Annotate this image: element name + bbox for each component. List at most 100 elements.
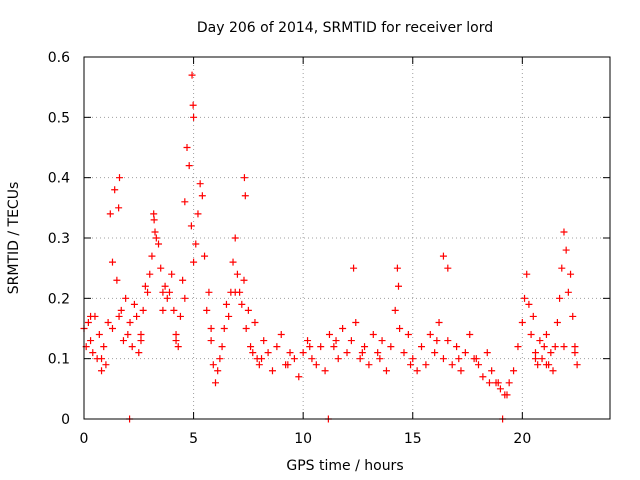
data-point — [347, 337, 355, 345]
x-axis-label: GPS time / hours — [286, 458, 403, 474]
data-point — [231, 234, 239, 242]
data-point — [369, 331, 377, 339]
data-point — [494, 379, 502, 387]
data-point — [472, 355, 480, 363]
data-point — [306, 343, 314, 351]
data-point — [518, 318, 526, 326]
data-point — [475, 361, 482, 369]
data-point — [325, 331, 333, 339]
data-point — [376, 355, 384, 363]
data-point — [116, 174, 124, 182]
data-point — [87, 337, 95, 345]
data-point — [393, 264, 401, 272]
data-point — [220, 325, 228, 332]
data-point — [155, 240, 163, 248]
x-tick-label: 10 — [294, 431, 312, 447]
data-point — [400, 349, 408, 357]
data-point — [185, 162, 193, 170]
data-point — [151, 228, 159, 236]
data-point — [194, 210, 202, 218]
data-point — [139, 306, 147, 314]
data-point — [332, 337, 340, 345]
data-point — [273, 343, 281, 351]
data-point — [350, 264, 358, 272]
data-point — [358, 349, 366, 357]
y-tick-label: 0.2 — [48, 291, 70, 307]
data-point — [382, 367, 390, 375]
data-point — [453, 343, 461, 351]
data-point — [203, 306, 211, 314]
data-point — [334, 355, 342, 363]
axis-ticks: 0 0.1 0.2 0.3 0.4 0.5 0.6 0 5 10 15 20 — [48, 50, 610, 447]
data-point — [404, 331, 412, 339]
data-point — [286, 349, 294, 357]
data-point — [378, 337, 386, 345]
data-point — [196, 180, 204, 188]
data-point — [433, 337, 441, 345]
data-point — [560, 343, 568, 351]
data-point — [284, 361, 292, 369]
data-point — [479, 373, 487, 381]
data-point — [529, 312, 537, 320]
data-point — [231, 288, 239, 296]
data-point — [205, 288, 213, 296]
data-point — [115, 312, 123, 320]
data-point — [569, 312, 577, 320]
data-point — [308, 355, 316, 363]
data-point — [150, 210, 158, 218]
data-point — [102, 361, 110, 369]
data-point — [159, 306, 167, 314]
data-point — [551, 343, 559, 351]
data-points — [80, 71, 581, 423]
data-point — [483, 349, 491, 357]
data-point — [264, 349, 272, 357]
data-point — [553, 318, 561, 326]
data-point — [356, 355, 364, 363]
data-point — [133, 312, 141, 320]
data-point — [108, 258, 116, 266]
data-point — [485, 379, 493, 387]
data-point — [190, 113, 198, 121]
data-point — [95, 331, 103, 339]
data-point — [531, 355, 539, 363]
data-point — [431, 349, 439, 357]
data-point — [361, 343, 369, 351]
data-point — [295, 373, 303, 381]
data-point — [84, 318, 92, 326]
data-point — [321, 367, 329, 375]
data-point — [113, 276, 121, 284]
data-point — [98, 355, 106, 363]
x-tick-label: 0 — [80, 431, 89, 447]
data-point — [531, 349, 539, 357]
data-point — [549, 367, 557, 375]
data-point — [422, 361, 430, 369]
data-point — [233, 270, 241, 278]
data-point — [571, 343, 579, 351]
data-point — [461, 349, 469, 357]
data-point — [547, 349, 555, 357]
data-point — [174, 343, 182, 351]
y-tick-label: 0.3 — [48, 231, 70, 247]
data-point — [299, 349, 307, 357]
data-point — [352, 318, 360, 326]
y-tick-label: 0 — [61, 412, 70, 428]
data-point — [260, 337, 268, 345]
data-point — [249, 349, 257, 357]
data-point — [435, 318, 443, 326]
y-tick-label: 0.4 — [48, 171, 70, 187]
data-point — [115, 204, 123, 212]
data-point — [457, 367, 465, 375]
data-point — [558, 264, 566, 272]
data-point — [525, 300, 533, 308]
data-point — [150, 216, 158, 224]
data-point — [418, 343, 426, 351]
data-point — [238, 300, 246, 308]
data-point — [510, 367, 518, 375]
plot-frame — [83, 56, 611, 420]
data-point — [98, 367, 106, 375]
data-point — [395, 282, 403, 290]
data-point — [407, 361, 415, 369]
data-point — [538, 355, 546, 363]
data-point — [163, 294, 171, 302]
